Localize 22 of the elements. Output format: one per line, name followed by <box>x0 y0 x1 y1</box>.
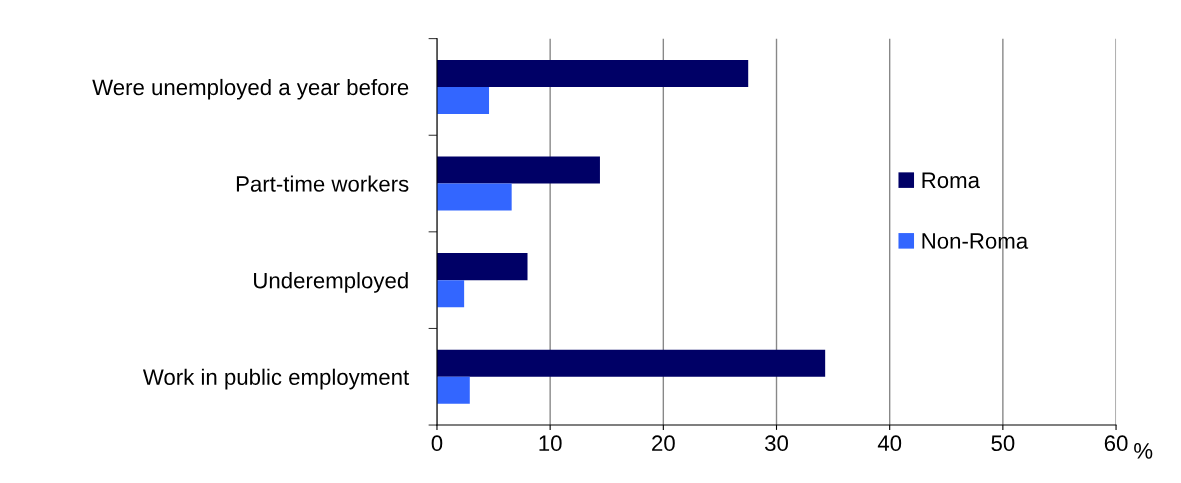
y-tick-label: Were unemployed a year before <box>92 78 409 100</box>
legend-label: Non-Roma <box>922 233 1029 249</box>
y-tick-label: Underemployed <box>254 272 408 293</box>
bar <box>436 183 512 211</box>
x-tick-label: 60 <box>1104 435 1128 452</box>
x-tick-label: 0 <box>431 435 443 452</box>
y-tick-label: Work in public employment <box>142 368 410 390</box>
bar <box>436 280 465 308</box>
x-axis-title: % <box>1134 443 1153 459</box>
bar <box>436 156 600 184</box>
y-tick-label: Part-time workers <box>236 175 409 192</box>
x-tick-label: 50 <box>991 435 1015 452</box>
bar <box>436 349 826 377</box>
bar <box>436 86 490 114</box>
x-tick-label: 40 <box>877 435 902 452</box>
bar <box>436 253 528 281</box>
x-tick-label: 30 <box>765 435 788 452</box>
bar <box>436 59 749 87</box>
x-tick-label: 10 <box>539 435 562 452</box>
x-tick-label: 20 <box>652 435 675 452</box>
legend-label: Roma <box>922 172 980 189</box>
bar <box>436 376 470 404</box>
